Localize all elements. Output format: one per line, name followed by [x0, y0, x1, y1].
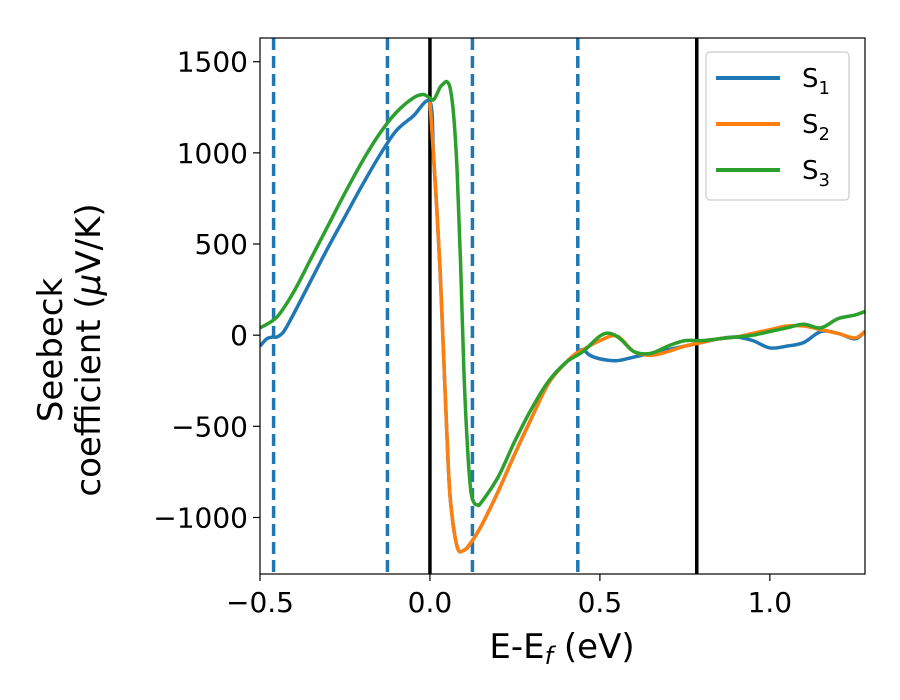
legend-label: S1: [802, 64, 830, 99]
x-tick-label: 0.0: [408, 586, 453, 619]
series-lines: [260, 79, 865, 554]
y-axis-label-line1: Seebeck: [31, 278, 71, 423]
series-line-S3: [260, 79, 865, 508]
y-axis-label-line2: coefficient (μV/K): [69, 203, 109, 496]
legend-label: S2: [802, 110, 830, 145]
y-axis-label: Seebeck coefficient (μV/K): [31, 203, 109, 496]
x-axis-label: E-Ef (eV): [489, 627, 634, 670]
y-tick-label: 500: [195, 228, 248, 261]
y-tick-label: 1000: [177, 137, 248, 170]
y-tick-label: 0: [230, 319, 248, 352]
y-tick-label: −1000: [153, 501, 248, 534]
x-tick-label: −0.5: [226, 586, 294, 619]
y-tick-label: 1500: [177, 46, 248, 79]
y-tick-label: −500: [171, 410, 248, 443]
legend: S1 S2 S3: [705, 51, 850, 201]
legend-label: S3: [802, 156, 830, 191]
x-tick-label: 0.5: [578, 586, 623, 619]
x-axis-ticks: −0.5 0.0 0.5 1.0: [226, 574, 792, 619]
x-tick-label: 1.0: [748, 586, 793, 619]
plot-frame: [259, 37, 866, 575]
y-axis-ticks: −1000 −500 0 500 1000 1500: [153, 46, 260, 534]
